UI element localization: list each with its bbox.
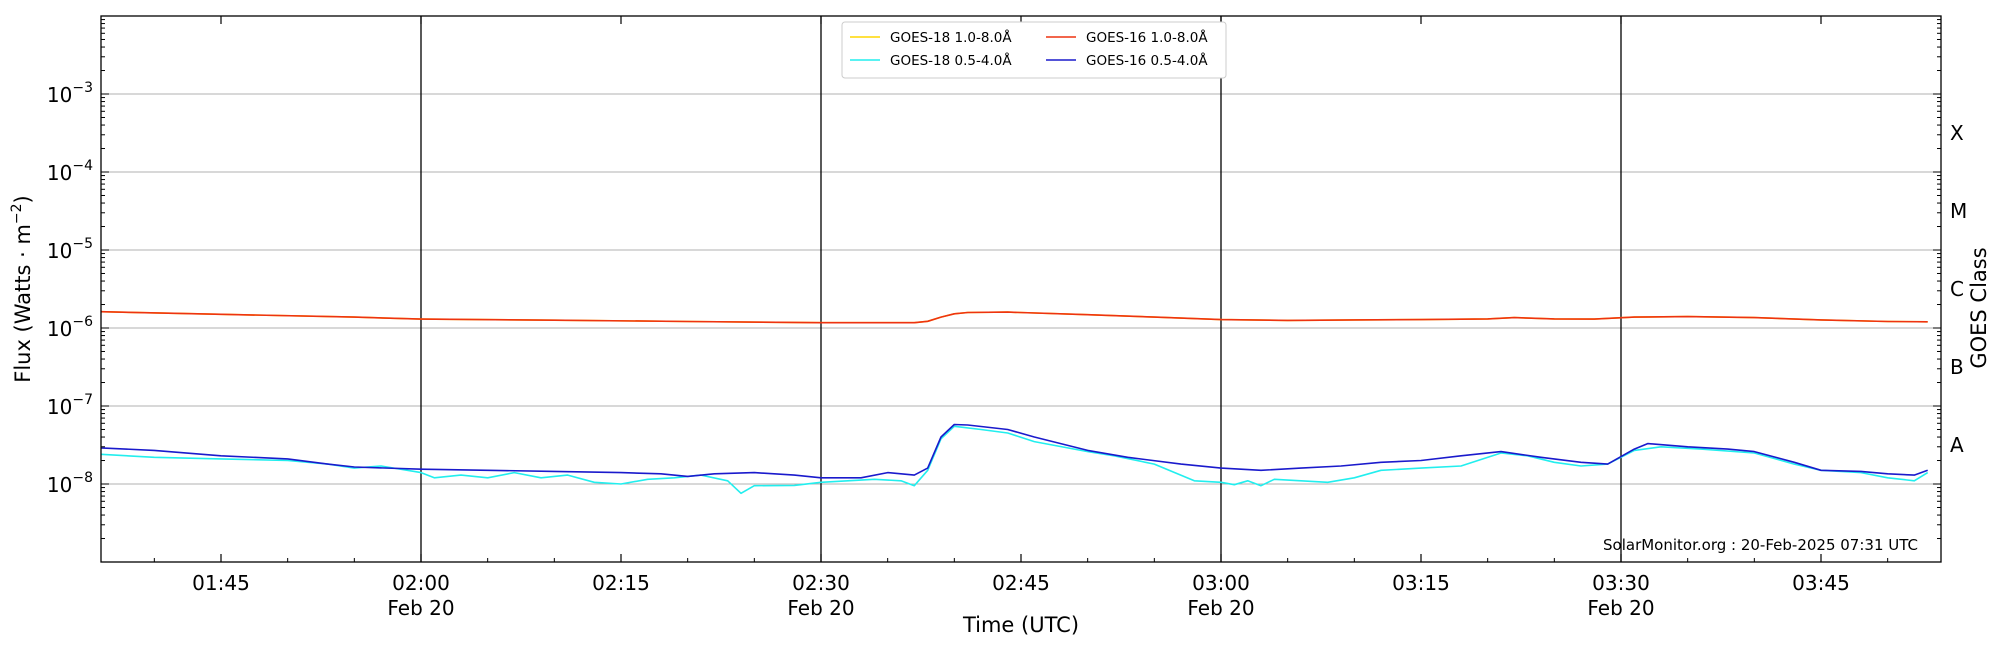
legend-label: GOES-18 0.5-4.0Å bbox=[890, 52, 1012, 69]
x-tick-label: 01:45 bbox=[192, 571, 250, 595]
x-tick-label: 03:30 bbox=[1592, 571, 1650, 595]
y-tick-label: 10−7 bbox=[47, 392, 93, 419]
x-tick-label: 02:30 bbox=[792, 571, 850, 595]
y-tick-label-base: 10 bbox=[47, 317, 72, 341]
x-tick-date-label: Feb 20 bbox=[1187, 596, 1254, 620]
x-tick-date-label: Feb 20 bbox=[1587, 596, 1654, 620]
y-tick-label: 10−8 bbox=[47, 470, 93, 497]
y-tick-label: 10−5 bbox=[47, 236, 93, 263]
x-tick-date-label: Feb 20 bbox=[387, 596, 454, 620]
series-line-3 bbox=[100, 423, 1928, 479]
x-tick-label: 02:00 bbox=[392, 571, 450, 595]
y-axis-title-close: ) bbox=[11, 195, 35, 203]
x-tick-label: 03:00 bbox=[1192, 571, 1250, 595]
series-lines bbox=[100, 310, 1929, 495]
y-axis-title-main: Flux (Watts · m bbox=[11, 224, 35, 383]
y-tick-label-base: 10 bbox=[47, 161, 72, 185]
y-tick-label-exponent: −7 bbox=[72, 392, 93, 408]
series-line-1 bbox=[100, 310, 1928, 324]
legend-label: GOES-16 1.0-8.0Å bbox=[1086, 29, 1208, 46]
y-tick-label-base: 10 bbox=[47, 239, 72, 263]
goes-class-label: X bbox=[1950, 121, 1964, 145]
y-tick-label-exponent: −4 bbox=[72, 158, 93, 174]
y-axis-title-superscript: −2 bbox=[9, 203, 25, 224]
legend-label: GOES-16 0.5-4.0Å bbox=[1086, 52, 1208, 69]
legend-label: GOES-18 1.0-8.0Å bbox=[890, 29, 1012, 46]
y-tick-label: 10−4 bbox=[47, 158, 93, 185]
legend-box bbox=[841, 21, 1227, 79]
x-axis-title: Time (UTC) bbox=[962, 613, 1079, 637]
y-tick-label-base: 10 bbox=[47, 473, 72, 497]
y-tick-label: 10−6 bbox=[47, 314, 93, 341]
right-axis-title: GOES Class bbox=[1967, 247, 1991, 368]
y-tick-label-base: 10 bbox=[47, 395, 72, 419]
y-tick-label-exponent: −3 bbox=[72, 80, 93, 96]
plot-frame bbox=[100, 15, 1942, 563]
legend: GOES-18 1.0-8.0Å GOES-18 0.5-4.0Å GOES-16 … bbox=[841, 21, 1227, 79]
goes-class-ticks: X M C B A bbox=[1950, 121, 1967, 457]
goes-class-label: M bbox=[1950, 199, 1967, 223]
y-tick-label-exponent: −5 bbox=[72, 236, 93, 252]
y-tick-label-exponent: −6 bbox=[72, 314, 93, 330]
goes-class-label: B bbox=[1950, 355, 1964, 379]
y-tick-label-base: 10 bbox=[47, 83, 72, 107]
x-tick-label: 02:15 bbox=[592, 571, 650, 595]
y-axis-title: Flux (Watts · m−2) bbox=[9, 195, 35, 383]
grid-lines bbox=[101, 93, 1941, 485]
x-tick-label: 03:45 bbox=[1792, 571, 1850, 595]
credit-text: SolarMonitor.org : 20-Feb-2025 07:31 UTC bbox=[1603, 536, 1918, 554]
goes-class-label: C bbox=[1950, 277, 1964, 301]
y-tick-label: 10−3 bbox=[47, 80, 93, 107]
legend-items: GOES-18 1.0-8.0Å GOES-18 0.5-4.0Å GOES-16 … bbox=[850, 29, 1208, 69]
x-tick-label: 03:15 bbox=[1392, 571, 1450, 595]
x-tick-label: 02:45 bbox=[992, 571, 1050, 595]
y-tick-label-exponent: −8 bbox=[72, 470, 93, 486]
y-axis-ticks: 10−310−410−510−610−710−8 bbox=[47, 15, 1941, 563]
series-line-2 bbox=[100, 425, 1929, 495]
day-boundary-lines bbox=[420, 16, 1622, 562]
goes-class-label: A bbox=[1950, 433, 1964, 457]
x-tick-date-label: Feb 20 bbox=[787, 596, 854, 620]
